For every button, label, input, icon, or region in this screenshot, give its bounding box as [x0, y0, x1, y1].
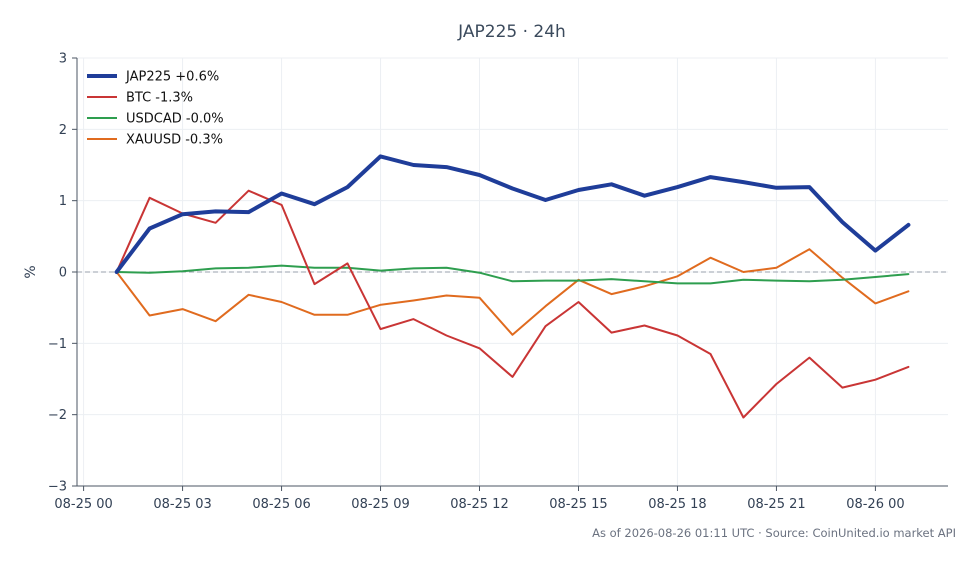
legend: JAP225 +0.6% BTC -1.3% USDCAD -0.0% XAUUSD … [87, 70, 224, 148]
x-tick-label: 08-25 06 [252, 497, 310, 512]
y-tick-label: −1 [48, 337, 67, 352]
x-ticks: 08-25 00 08-25 03 08-25 06 08-25 09 08-25 12… [54, 486, 905, 512]
source-footnote: As of 2026-08-26 01:11 UTC · Source: Coi… [592, 526, 956, 540]
series-line-xauusd [115, 248, 910, 336]
series-line-jap225 [114, 154, 911, 274]
legend-label: USDCAD -0.0% [126, 112, 224, 127]
series-line-usdcad [115, 264, 910, 285]
x-tick-label: 08-25 03 [153, 497, 211, 512]
y-tick-label: 1 [59, 194, 67, 209]
legend-label: XAUUSD -0.3% [126, 133, 223, 148]
y-tick-label: 0 [59, 266, 67, 281]
y-tick-label: −3 [48, 480, 67, 495]
y-tick-label: 2 [59, 123, 67, 138]
x-tick-label: 08-25 21 [747, 497, 805, 512]
x-tick-label: 08-25 09 [351, 497, 409, 512]
chart-title: JAP225 · 24h [457, 22, 566, 42]
x-tick-label: 08-25 12 [450, 497, 508, 512]
x-tick-label: 08-25 00 [54, 497, 112, 512]
x-tick-label: 08-26 00 [846, 497, 904, 512]
y-tick-label: −2 [48, 408, 67, 423]
series-lines [114, 154, 911, 419]
x-tick-label: 08-25 15 [549, 497, 607, 512]
x-tick-label: 08-25 18 [648, 497, 706, 512]
series-line-btc [115, 189, 910, 419]
legend-label: JAP225 +0.6% [125, 70, 219, 85]
y-axis-label: % [23, 265, 39, 278]
y-ticks: 3 2 1 0 −1 −2 −3 [48, 52, 77, 495]
y-tick-label: 3 [59, 52, 67, 67]
legend-label: BTC -1.3% [126, 91, 193, 106]
